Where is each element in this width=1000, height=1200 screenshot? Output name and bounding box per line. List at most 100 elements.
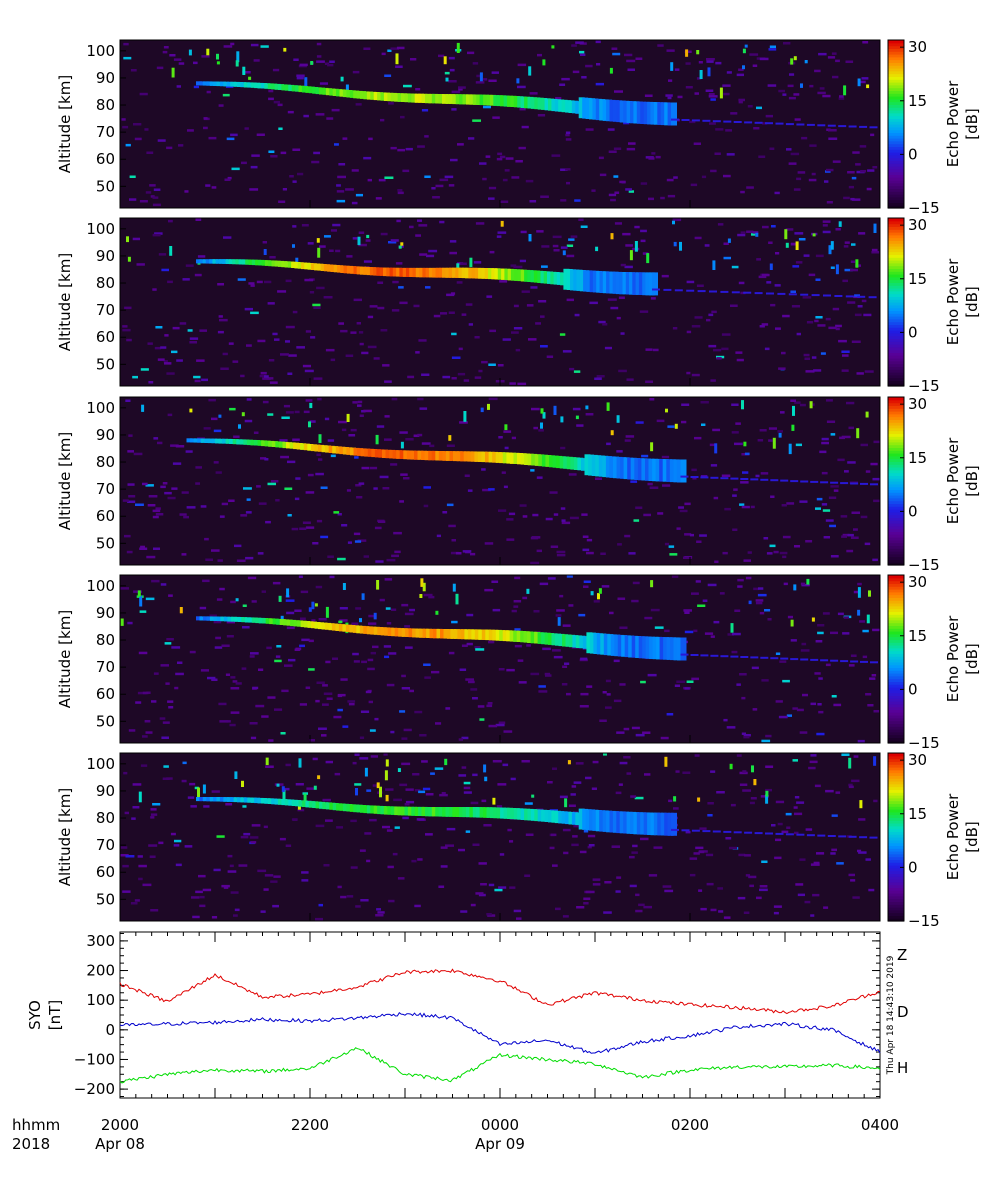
noise-cell (325, 819, 333, 822)
noise-cell (869, 677, 876, 680)
echo-layer (196, 797, 878, 839)
noise-cell (284, 487, 293, 490)
echo-cell (469, 807, 476, 818)
noise-cell (313, 306, 321, 309)
echo-cell (616, 100, 623, 123)
echo-cell (203, 616, 209, 621)
noise-cell (628, 190, 634, 193)
colorbar-frame (887, 752, 905, 922)
noise-cell (507, 828, 512, 832)
echo-cell (248, 617, 255, 623)
noise-cell (872, 477, 880, 481)
noise-cell (211, 417, 218, 421)
noise-cell (820, 352, 826, 355)
noise-cell (854, 313, 862, 317)
noise-cell (691, 373, 700, 377)
heatmap-background (120, 40, 880, 208)
noise-cell (380, 329, 388, 332)
noise-cell (291, 527, 299, 531)
colorbar-step (888, 302, 904, 306)
noise-cell (706, 60, 714, 63)
noise-cell (867, 169, 875, 172)
echo-cell (288, 84, 295, 92)
noise-cell (552, 649, 561, 652)
noise-cell (280, 353, 289, 356)
noise-cell (369, 305, 378, 308)
noise-cell (756, 106, 762, 110)
noise-cell (127, 256, 131, 262)
noise-cell (467, 489, 473, 492)
echo-cell (377, 627, 384, 636)
echo-cell (559, 456, 566, 469)
colorbar-step (888, 901, 904, 905)
noise-cell (542, 412, 546, 419)
noise-cell (369, 729, 376, 732)
noise-cell (178, 62, 185, 65)
noise-cell (472, 697, 478, 700)
noise-cell (285, 411, 294, 414)
echo-cell (681, 829, 690, 832)
echo-cell (305, 800, 312, 808)
noise-cell (337, 513, 342, 516)
y-tick-label: 70 (96, 123, 115, 141)
echo-cell (848, 835, 857, 838)
noise-cell (299, 63, 308, 67)
noise-cell (699, 827, 707, 830)
noise-cell (517, 382, 527, 386)
noise-cell (379, 475, 389, 479)
noise-cell (758, 275, 767, 279)
noise-cell (862, 629, 869, 633)
noise-cell (168, 219, 173, 223)
echo-cell (860, 482, 868, 485)
noise-cell (315, 917, 323, 921)
noise-cell (404, 625, 410, 628)
colorbar-step (888, 377, 904, 381)
noise-cell (219, 318, 228, 322)
noise-cell (837, 458, 845, 462)
noise-cell (571, 785, 577, 788)
noise-cell (171, 350, 178, 354)
colorbar-step (888, 290, 904, 295)
noise-cell (257, 339, 266, 343)
noise-cell (551, 45, 555, 49)
colorbar-step (888, 439, 904, 443)
colorbar-step (888, 586, 904, 590)
noise-cell (708, 93, 715, 96)
echo-cell (424, 450, 431, 461)
noise-cell (157, 139, 166, 142)
noise-cell (662, 484, 671, 487)
noise-cell (759, 57, 769, 61)
colorbar-step (888, 867, 904, 872)
noise-cell (270, 480, 279, 483)
noise-cell (457, 372, 466, 376)
echo-cell (606, 99, 613, 122)
noise-cell (423, 504, 429, 508)
noise-cell (133, 590, 142, 593)
noise-cell (252, 686, 259, 690)
echo-cell (636, 101, 643, 124)
echo-cell (660, 812, 667, 836)
echo-cell (588, 454, 595, 476)
echo-cell (245, 259, 252, 265)
noise-cell (335, 249, 341, 253)
noise-cell (557, 617, 561, 626)
noise-cell (547, 781, 553, 784)
echo-cell (322, 87, 329, 95)
echo-cell (838, 835, 847, 838)
noise-cell (310, 61, 314, 65)
noise-cell (348, 702, 355, 706)
noise-cell (292, 310, 298, 314)
echo-cell (257, 82, 264, 89)
noise-cell (146, 151, 154, 154)
echo-cell (780, 657, 789, 660)
noise-cell (829, 524, 836, 528)
noise-cell (496, 805, 503, 808)
noise-cell (498, 721, 506, 724)
noise-cell (576, 424, 584, 427)
noise-cell (586, 538, 593, 542)
noise-cell (526, 588, 530, 594)
echo-cell (278, 798, 284, 805)
noise-cell (478, 893, 486, 897)
echo-cell (265, 618, 272, 624)
echo-cell (569, 634, 575, 648)
